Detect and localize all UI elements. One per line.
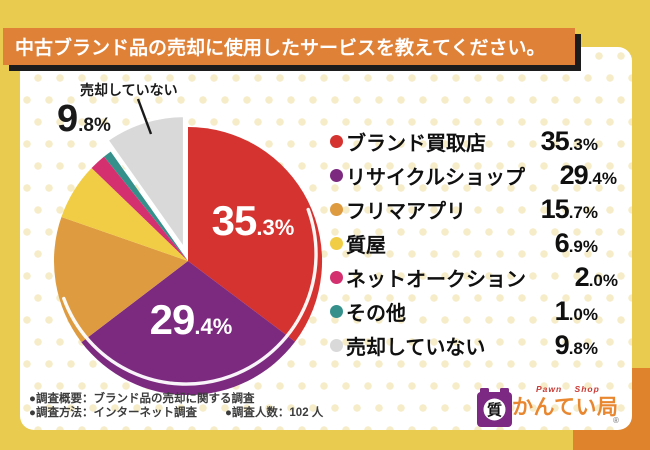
- value-fraction: .4%: [587, 168, 617, 188]
- legend-color-dot: [330, 270, 343, 284]
- value-fraction: .0%: [588, 270, 618, 290]
- legend-item: ネットオークション 2.0%: [330, 260, 618, 294]
- value-fraction: .8%: [568, 338, 598, 358]
- legend-color-dot: [330, 168, 343, 182]
- survey-notes: ●調査概要：ブランド品の売却に関する調査 ●調査方法：インターネット調査 ●調査人…: [29, 392, 323, 420]
- legend-color-dot: [330, 338, 343, 352]
- value-integer: 15: [540, 193, 570, 224]
- legend-label: その他: [346, 302, 406, 325]
- pie-slice-value-recycle-shop: 29.4%: [150, 296, 233, 344]
- legend-value: 15.7%: [506, 194, 598, 225]
- callout-label: 売却していない: [80, 82, 178, 98]
- legend-label: リサイクルショップ: [346, 166, 525, 189]
- legend-label: 質屋: [346, 234, 386, 257]
- value-integer: 35: [211, 197, 258, 244]
- value-integer: 29: [149, 296, 196, 343]
- value-fraction: .8%: [78, 115, 111, 136]
- value-fraction: .0%: [568, 304, 598, 324]
- value-fraction: .9%: [568, 236, 598, 256]
- svg-text:質: 質: [487, 401, 502, 419]
- pawn-badge-icon: 質: [477, 388, 512, 427]
- title-banner: 中古ブランド品の売却に使用したサービスを教えてください。: [3, 28, 575, 65]
- legend-item: 売却していない 9.8%: [330, 328, 598, 362]
- legend-label: フリマアプリ: [346, 200, 466, 223]
- logo-name: かんてい局: [512, 396, 619, 419]
- value-integer: 29: [559, 159, 589, 190]
- registered-trademark-symbol: ®: [613, 416, 619, 425]
- value-integer: 1: [554, 295, 570, 326]
- legend-label: ネットオークション: [346, 268, 526, 291]
- legend-value: 9.8%: [506, 330, 598, 361]
- pie-slice-value-brand-store: 35.3%: [212, 197, 295, 245]
- legend-item: ブランド買取店 35.3%: [330, 124, 598, 158]
- survey-method: ●調査方法：インターネット調査: [29, 407, 197, 419]
- chart-legend: ブランド買取店 35.3% リサイクルショップ 29.4% フリマアプリ 15.…: [330, 124, 618, 362]
- survey-count: ●調査人数：102 人: [224, 407, 324, 419]
- pie-callout-not-sold: 売却していない 9.8%: [57, 80, 178, 138]
- legend-value: 6.9%: [506, 228, 598, 259]
- legend-item: リサイクルショップ 29.4%: [330, 158, 617, 192]
- legend-value: 35.3%: [506, 126, 598, 157]
- survey-overview-line: ●調査概要：ブランド品の売却に関する調査: [29, 393, 255, 405]
- value-integer: 35: [540, 125, 570, 156]
- value-fraction: .3%: [256, 215, 295, 240]
- value-integer: 2: [574, 261, 590, 292]
- value-integer: 9: [57, 98, 79, 140]
- logo-tagline: Pawn Shop: [536, 384, 600, 394]
- value-fraction: .7%: [568, 202, 598, 222]
- legend-item: その他 1.0%: [330, 294, 598, 328]
- page-title: 中古ブランド品の売却に使用したサービスを教えてください。: [15, 38, 546, 59]
- legend-color-dot: [330, 236, 343, 250]
- legend-value: 2.0%: [526, 262, 618, 293]
- callout-value: 9.8%: [57, 100, 178, 138]
- legend-item: フリマアプリ 15.7%: [330, 192, 598, 226]
- legend-value: 29.4%: [525, 160, 617, 191]
- survey-method-line: ●調査方法：インターネット調査 ●調査人数：102 人: [29, 406, 323, 420]
- kanteikyoku-logo: 質 Pawn Shop かんてい局 ®: [470, 381, 630, 429]
- value-integer: 9: [554, 329, 570, 360]
- legend-color-dot: [330, 202, 343, 216]
- legend-color-dot: [330, 134, 343, 148]
- value-fraction: .4%: [194, 314, 233, 339]
- legend-color-dot: [330, 304, 343, 318]
- legend-label: ブランド買取店: [346, 132, 486, 155]
- value-fraction: .3%: [568, 134, 598, 154]
- value-integer: 6: [554, 227, 570, 258]
- legend-value: 1.0%: [506, 296, 598, 327]
- legend-label: 売却していない: [346, 336, 486, 359]
- legend-item: 質屋 6.9%: [330, 226, 598, 260]
- pie-chart: [53, 98, 323, 396]
